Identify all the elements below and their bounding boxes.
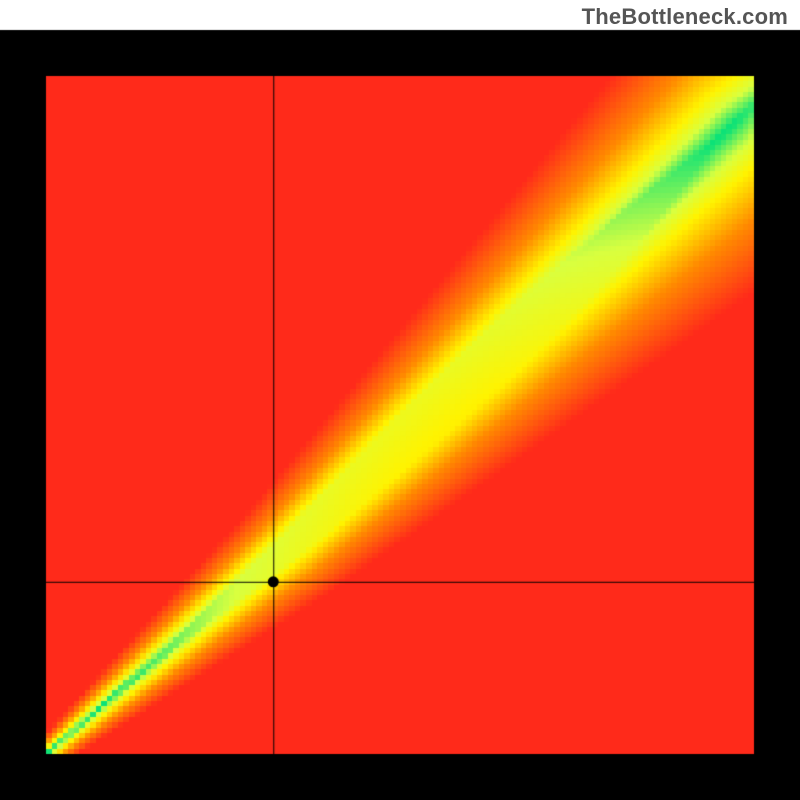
bottleneck-heatmap <box>0 0 800 800</box>
chart-container: TheBottleneck.com <box>0 0 800 800</box>
